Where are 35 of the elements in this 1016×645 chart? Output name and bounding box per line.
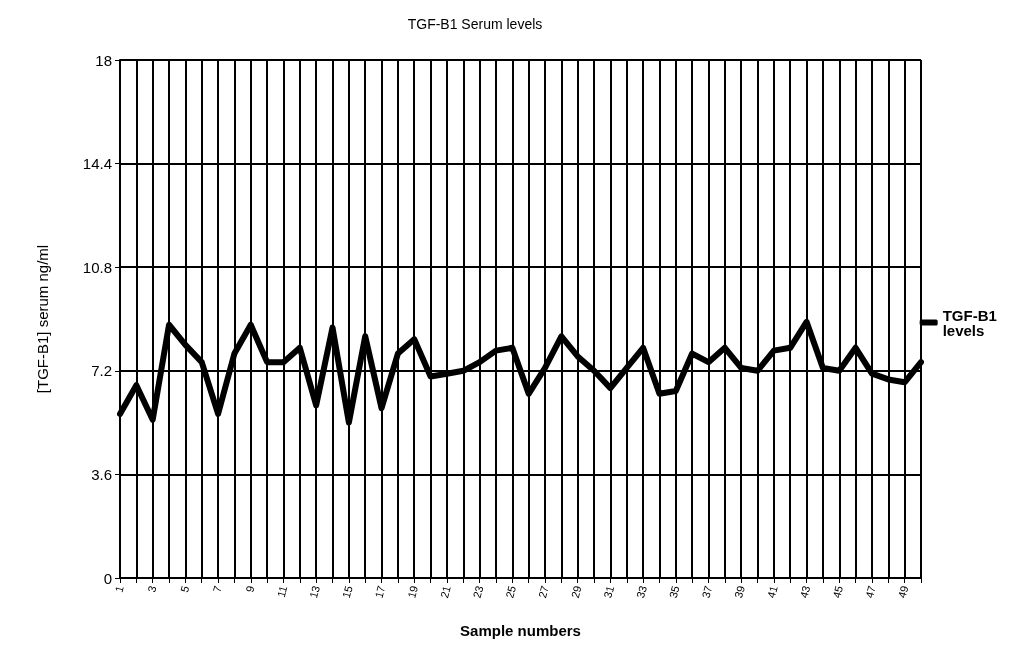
x-tick-label: 25 (503, 584, 519, 600)
x-tick-label: 5 (178, 584, 192, 594)
x-tick-label: 1 (112, 584, 126, 594)
x-tick-label: 31 (601, 584, 617, 600)
x-tick-label: 23 (470, 584, 486, 600)
x-tick-label: 21 (437, 584, 453, 600)
y-tick-label: 18 (95, 51, 112, 69)
legend-label: TGF-B1 levels (942, 306, 1002, 339)
x-tick-label: 9 (243, 584, 257, 594)
x-tick-label: 37 (699, 584, 715, 600)
x-tick-label: 43 (797, 584, 813, 600)
x-tick-label: 49 (895, 584, 911, 600)
x-tick-label: 13 (307, 584, 322, 600)
x-tick-label: 47 (862, 584, 878, 600)
x-tick-label: 41 (764, 584, 780, 600)
x-tick-label: 17 (372, 584, 388, 600)
y-tick-label: 3.6 (91, 465, 112, 483)
y-axis-title: [TGF-B1] serum ng/ml (34, 244, 51, 394)
x-tick-label: 7 (210, 584, 224, 594)
x-tick-label: 29 (568, 584, 584, 600)
y-tick-label: 7.2 (91, 362, 112, 380)
x-axis-title: Sample numbers (460, 622, 581, 639)
x-tick-label: 3 (145, 584, 159, 594)
y-tick-label: 14.4 (82, 155, 112, 173)
x-tick-label: 33 (634, 584, 649, 600)
x-tick-label: 39 (732, 584, 747, 600)
x-tick-label: 45 (830, 584, 846, 600)
x-tick-label: 11 (274, 584, 290, 599)
x-tick-label: 27 (536, 584, 551, 600)
chart-title: TGF-B1 Serum levels (407, 16, 543, 32)
x-tick-label: 35 (666, 584, 682, 600)
y-tick-label: 10.8 (82, 258, 112, 276)
x-tick-label: 15 (339, 584, 355, 600)
x-tick-label: 19 (405, 584, 421, 600)
y-tick-label: 0 (103, 569, 112, 587)
